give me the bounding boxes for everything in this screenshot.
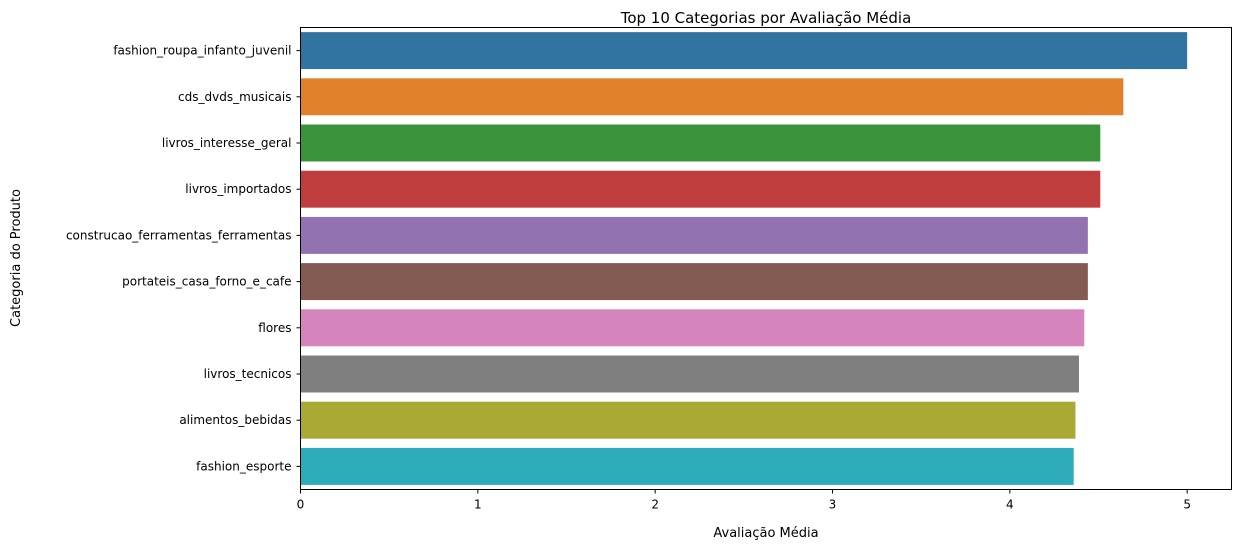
x-tick-label: 5	[1183, 498, 1191, 512]
bar-portateis_casa_forno_e_cafe	[300, 263, 1088, 301]
x-tick-label: 2	[651, 498, 659, 512]
x-tick-label: 1	[474, 498, 482, 512]
category-label: cds_dvds_musicais	[178, 90, 291, 104]
bar-cds_dvds_musicais	[300, 78, 1124, 116]
category-label: flores	[258, 321, 291, 335]
chart-title: Top 10 Categorias por Avaliação Média	[620, 9, 912, 27]
bar-flores	[300, 309, 1085, 347]
x-tick-label: 4	[1006, 498, 1014, 512]
bar-alimentos_bebidas	[300, 401, 1076, 439]
x-tick-label: 3	[829, 498, 837, 512]
category-label: livros_interesse_geral	[162, 136, 292, 150]
category-labels: fashion_roupa_infanto_juvenil cds_dvds_mu…	[66, 44, 301, 473]
bars-group	[300, 32, 1188, 485]
category-label: construcao_ferramentas_ferramentas	[66, 228, 292, 242]
bar-livros_importados	[300, 170, 1101, 208]
category-label: fashion_roupa_infanto_juvenil	[113, 44, 291, 58]
plot-frame	[300, 27, 1232, 490]
x-axis-title: Avaliação Média	[713, 526, 818, 541]
bar-livros_interesse_geral	[300, 124, 1101, 162]
bar-fashion_esporte	[300, 447, 1074, 485]
category-label: portateis_casa_forno_e_cafe	[122, 275, 291, 289]
category-label: livros_tecnicos	[204, 367, 292, 381]
x-ticks: 0 1 2 3 4 5	[297, 489, 1191, 512]
bar-livros_tecnicos	[300, 355, 1079, 393]
bar-construcao_ferramentas_ferramentas	[300, 216, 1088, 254]
y-axis-title: Categoria do Produto	[9, 189, 24, 327]
x-tick-label: 0	[297, 498, 305, 512]
category-label: fashion_esporte	[196, 459, 291, 473]
bar-fashion_roupa_infanto_juvenil	[300, 32, 1188, 70]
category-label: alimentos_bebidas	[179, 413, 291, 427]
category-label: livros_importados	[185, 182, 291, 196]
